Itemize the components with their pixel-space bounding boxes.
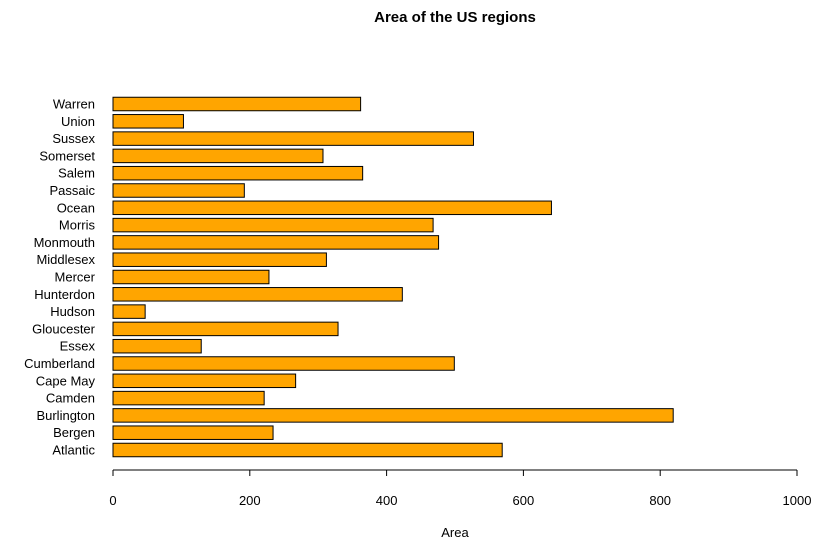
category-label-passaic: Passaic xyxy=(49,183,95,198)
category-label-salem: Salem xyxy=(58,166,95,181)
category-label-hunterdon: Hunterdon xyxy=(34,287,95,302)
category-label-gloucester: Gloucester xyxy=(32,321,96,336)
category-label-essex: Essex xyxy=(60,339,96,354)
bar-union xyxy=(112,114,184,129)
x-tick-label-0: 0 xyxy=(109,493,116,508)
bar-sussex xyxy=(112,131,474,146)
bar-burlington xyxy=(112,408,674,423)
x-axis: 0 200 400 600 800 1000 xyxy=(109,469,812,508)
x-tick-label-1000: 1000 xyxy=(783,493,812,508)
category-labels-group: Atlantic Bergen Burlington Camden Cape May Cu… xyxy=(24,97,95,458)
x-tick-label-200: 200 xyxy=(239,493,261,508)
bar-ocean xyxy=(112,200,552,216)
bar-bergen xyxy=(112,425,274,440)
category-label-somerset: Somerset xyxy=(39,148,95,163)
bar-hudson xyxy=(112,304,146,319)
category-label-union: Union xyxy=(61,114,95,129)
bar-cumberland xyxy=(112,356,455,371)
category-label-atlantic: Atlantic xyxy=(52,443,95,458)
bar-warren xyxy=(112,96,362,112)
category-label-ocean: Ocean xyxy=(57,200,95,215)
bar-monmouth xyxy=(112,235,440,250)
bar-passaic xyxy=(112,183,245,198)
category-label-sussex: Sussex xyxy=(52,131,95,146)
bar-morris xyxy=(112,217,434,233)
bar-middlesex xyxy=(112,252,327,267)
category-label-middlesex: Middlesex xyxy=(36,252,95,267)
category-label-morris: Morris xyxy=(59,218,96,233)
category-label-hudson: Hudson xyxy=(50,304,95,319)
bar-cape-may xyxy=(112,373,297,389)
x-tick-label-600: 600 xyxy=(513,493,535,508)
bar-mercer xyxy=(112,269,270,285)
category-label-bergen: Bergen xyxy=(53,425,95,440)
chart-title: Area of the US regions xyxy=(374,9,536,26)
bar-salem xyxy=(112,165,364,181)
x-tick-label-400: 400 xyxy=(376,493,398,508)
x-tick-label-800: 800 xyxy=(649,493,671,508)
category-label-warren: Warren xyxy=(53,97,95,112)
bar-somerset xyxy=(112,148,324,164)
category-label-mercer: Mercer xyxy=(55,270,96,285)
bar-essex xyxy=(112,338,202,354)
bar-hunterdon xyxy=(112,287,403,302)
bar-gloucester xyxy=(112,321,339,337)
category-label-camden: Camden xyxy=(46,391,95,406)
category-label-burlington: Burlington xyxy=(36,408,95,423)
bar-atlantic xyxy=(112,442,503,458)
bars-group xyxy=(112,96,674,458)
category-label-cape-may: Cape May xyxy=(36,373,96,388)
x-axis-label: Area xyxy=(441,525,469,538)
category-label-cumberland: Cumberland xyxy=(24,356,95,371)
bar-camden xyxy=(112,390,265,406)
category-label-monmouth: Monmouth xyxy=(34,235,95,250)
